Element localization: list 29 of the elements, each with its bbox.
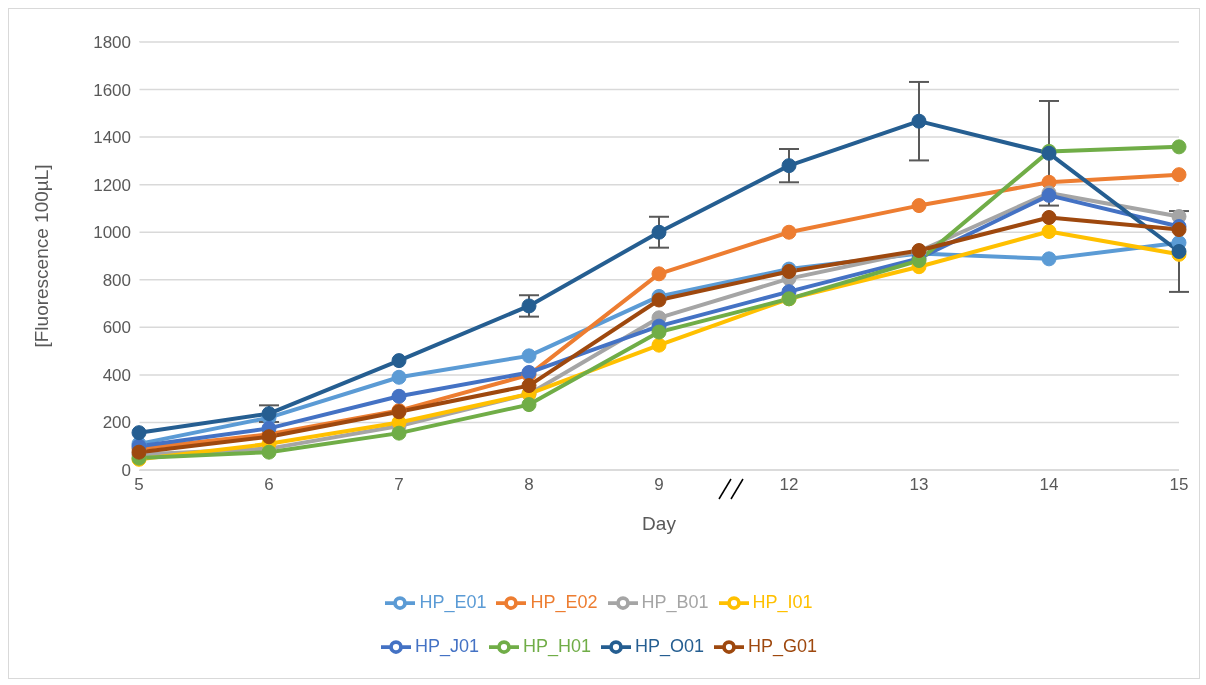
x-tick-label: 14 xyxy=(1039,475,1059,495)
legend-label: HP_I01 xyxy=(752,592,813,612)
y-tick-label: 0 xyxy=(121,461,131,481)
legend-label: HP_G01 xyxy=(748,636,818,656)
legend-label: HP_E01 xyxy=(419,592,487,612)
y-tick-label: 1400 xyxy=(93,128,131,148)
x-axis-title: Day xyxy=(642,513,677,534)
x-tick-label: 7 xyxy=(394,475,404,495)
x-tick-label: 15 xyxy=(1169,475,1189,495)
y-tick-label: 1200 xyxy=(93,175,131,195)
y-tick-label: 1600 xyxy=(93,80,131,100)
x-tick-label: 6 xyxy=(264,475,274,495)
y-tick-label: 400 xyxy=(102,365,131,385)
x-tick-label: 5 xyxy=(134,475,144,495)
y-tick-label: 600 xyxy=(102,318,131,338)
y-tick-label: 1800 xyxy=(93,33,131,53)
y-tick-label: 200 xyxy=(102,413,131,433)
x-tick-label: 13 xyxy=(909,475,929,495)
legend-label: HP_E02 xyxy=(530,592,598,612)
y-axis-title: [Fluorescence 100µL] xyxy=(30,164,52,348)
x-tick-label: 9 xyxy=(654,475,664,495)
legend-label: HP_O01 xyxy=(635,636,705,656)
y-tick-label: 800 xyxy=(102,270,131,290)
legend-label: HP_B01 xyxy=(641,592,709,612)
y-tick-label: 1000 xyxy=(93,223,131,243)
legend-label: HP_J01 xyxy=(414,636,479,656)
x-tick-label: 8 xyxy=(524,475,534,495)
legend-label: HP_H01 xyxy=(522,636,591,656)
x-tick-label: 12 xyxy=(779,475,799,495)
